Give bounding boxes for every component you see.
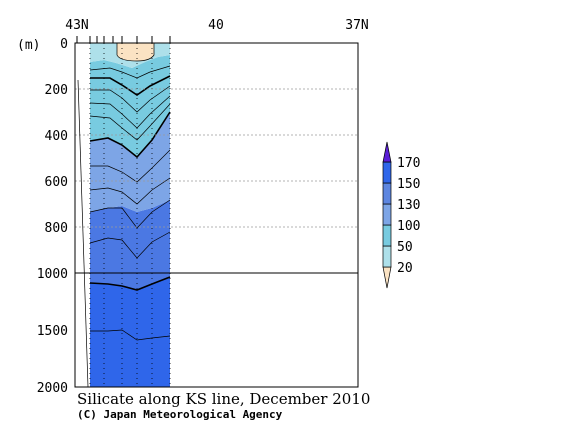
y-tick-1500: 1500: [37, 324, 68, 339]
y-tick-400: 400: [45, 129, 68, 144]
colorbar-segment-100-130: [382, 203, 392, 226]
bottom-topography: [77, 79, 89, 388]
chart-title: Silicate along KS line, December 2010: [77, 390, 370, 408]
colorbar-over-triangle: [382, 141, 392, 163]
colorbar-segment-150-170: [382, 161, 392, 184]
y-tick-800: 800: [45, 221, 68, 236]
x-tick-labels: 43N 40 37N: [65, 18, 368, 33]
colorbar-label-20: 20: [397, 261, 413, 276]
station-ticks: [76, 36, 171, 43]
y-tick-labels: 0 200 400 600 800 1000 1500 2000: [37, 37, 68, 396]
band-100-130: [90, 112, 170, 212]
gridlines: [75, 88, 358, 228]
colorbar-segment-20-50: [382, 245, 392, 268]
x-tick-2: 37N: [345, 18, 368, 33]
colorbar-under-triangle: [382, 266, 392, 289]
colorbar-label-50: 50: [397, 240, 413, 255]
y-axis-unit: (m): [17, 38, 40, 53]
band-50-100: [90, 55, 170, 157]
band-under-20: [116, 42, 155, 62]
contour-lines: [89, 65, 171, 341]
band-130-150: [90, 200, 170, 290]
colorbar-label-130: 130: [397, 198, 420, 213]
y-tick-200: 200: [45, 83, 68, 98]
y-tick-600: 600: [45, 175, 68, 190]
colorbar-segment-50-100: [382, 224, 392, 247]
chart-credit: (C) Japan Meteorological Agency: [77, 408, 283, 421]
colorbar-label-100: 100: [397, 219, 420, 234]
y-tick-0: 0: [60, 37, 68, 52]
band-150-170: [90, 277, 170, 387]
colorbar-label-170: 170: [397, 156, 420, 171]
x-tick-1: 40: [208, 18, 224, 33]
colorbar-label-150: 150: [397, 177, 420, 192]
section-fill: [89, 42, 171, 387]
x-tick-0: 43N: [65, 18, 88, 33]
colorbar: 170 150 130 100 50 20: [382, 141, 420, 289]
colorbar-segment-130-150: [382, 182, 392, 205]
y-tick-2000: 2000: [37, 381, 68, 396]
y-tick-1000: 1000: [37, 267, 68, 282]
plot-frame: [74, 42, 359, 388]
